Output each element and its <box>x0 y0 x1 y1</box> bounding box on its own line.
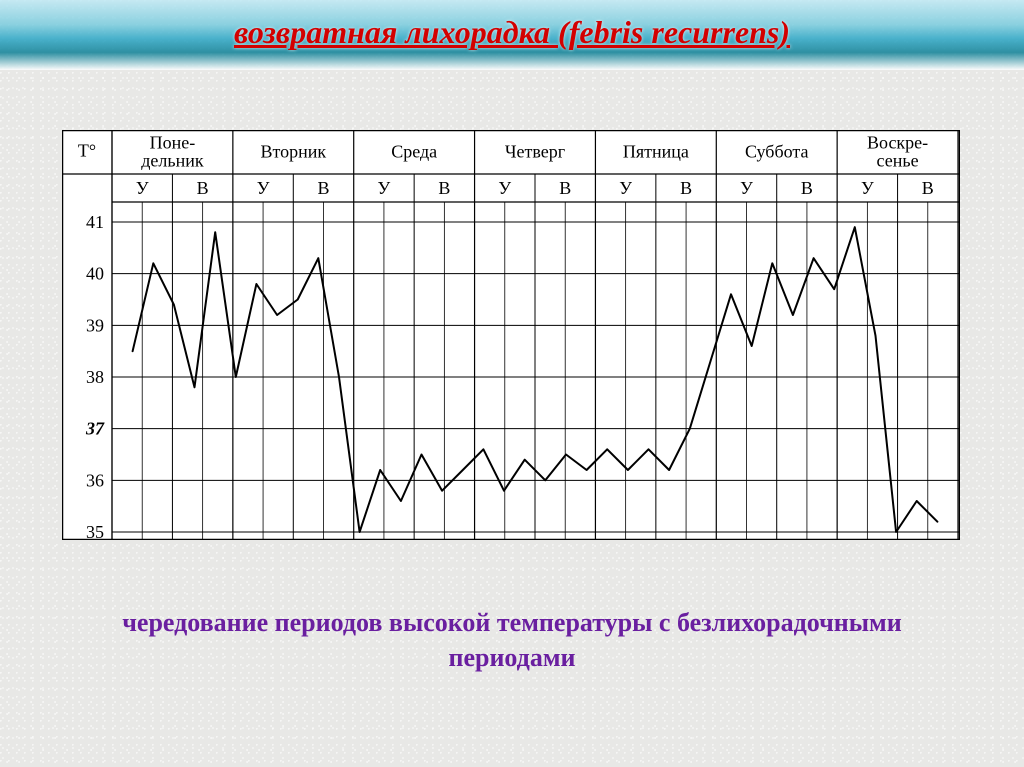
svg-text:В: В <box>922 178 934 198</box>
temperature-chart: T° 35 36 37 38 39 40 41 Поне-дельник Вторник Среда… <box>62 130 960 540</box>
chart-caption: чередование периодов высокой температуры… <box>0 605 1024 675</box>
svg-text:У: У <box>861 178 874 198</box>
svg-text:У: У <box>378 178 391 198</box>
chart-svg: T° 35 36 37 38 39 40 41 Поне-дельник Вторник Среда… <box>62 130 960 540</box>
svg-text:Поне-: Поне- <box>150 132 196 152</box>
svg-text:В: В <box>317 178 329 198</box>
svg-text:В: В <box>801 178 813 198</box>
svg-text:У: У <box>740 178 753 198</box>
svg-text:У: У <box>257 178 270 198</box>
svg-text:Вторник: Вторник <box>260 141 326 161</box>
svg-text:Среда: Среда <box>391 141 437 161</box>
page-title: возвратная лихорадка (febris recurrens) <box>0 14 1024 51</box>
svg-text:дельник: дельник <box>141 150 204 170</box>
svg-text:Четверг: Четверг <box>505 141 565 161</box>
svg-text:36: 36 <box>86 470 104 490</box>
svg-text:В: В <box>680 178 692 198</box>
svg-text:У: У <box>498 178 511 198</box>
svg-text:У: У <box>619 178 632 198</box>
svg-text:Воскре-: Воскре- <box>867 132 928 152</box>
svg-text:T°: T° <box>78 140 96 160</box>
svg-text:В: В <box>559 178 571 198</box>
page-root: возвратная лихорадка (febris recurrens) … <box>0 0 1024 767</box>
svg-text:сенье: сенье <box>877 150 919 170</box>
svg-text:У: У <box>136 178 149 198</box>
svg-text:39: 39 <box>86 315 104 335</box>
svg-text:Суббота: Суббота <box>745 141 808 161</box>
svg-text:41: 41 <box>86 212 104 232</box>
svg-text:35: 35 <box>86 522 104 540</box>
svg-text:38: 38 <box>86 367 104 387</box>
svg-text:37: 37 <box>85 419 105 439</box>
svg-text:В: В <box>438 178 450 198</box>
svg-text:В: В <box>197 178 209 198</box>
svg-text:Пятница: Пятница <box>623 141 689 161</box>
svg-text:40: 40 <box>86 264 104 284</box>
